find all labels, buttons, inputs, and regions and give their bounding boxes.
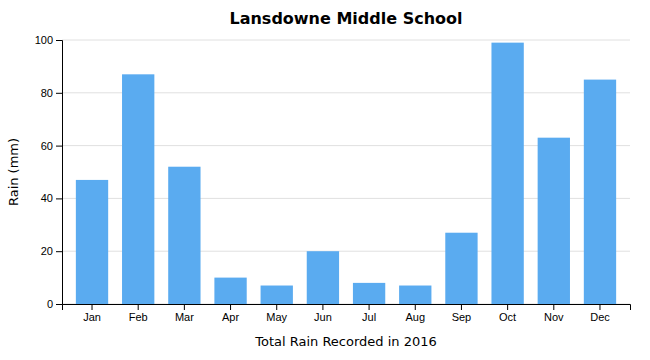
tick: Nov bbox=[544, 304, 564, 323]
tick-mark bbox=[322, 304, 323, 310]
tick-mark bbox=[56, 304, 62, 305]
tick-label: 80 bbox=[41, 87, 53, 99]
bar bbox=[122, 74, 154, 304]
bar bbox=[584, 80, 616, 304]
tick-mark bbox=[56, 146, 62, 147]
tick-mark bbox=[599, 304, 600, 310]
tick-mark bbox=[184, 304, 185, 310]
tick: 60 bbox=[41, 140, 62, 152]
tick-mark bbox=[461, 304, 462, 310]
bar bbox=[445, 233, 477, 304]
tick: 100 bbox=[35, 34, 62, 46]
tick: Jan bbox=[83, 304, 101, 323]
tick: Sep bbox=[452, 304, 472, 323]
axis-line bbox=[56, 41, 63, 305]
bar bbox=[399, 286, 431, 304]
tick: Apr bbox=[222, 304, 239, 323]
tick: 40 bbox=[41, 192, 62, 204]
tick: 80 bbox=[41, 87, 62, 99]
tick-label: Feb bbox=[129, 311, 148, 323]
bar bbox=[491, 43, 523, 304]
bar bbox=[168, 167, 200, 304]
tick: Oct bbox=[499, 304, 516, 323]
tick-mark bbox=[56, 40, 62, 41]
tick: May bbox=[266, 304, 287, 323]
tick-label: Nov bbox=[544, 311, 564, 323]
tick-label: 100 bbox=[35, 34, 53, 46]
tick-label: Sep bbox=[452, 311, 472, 323]
bar bbox=[307, 251, 339, 304]
tick-label: 0 bbox=[47, 298, 53, 310]
tick: Dec bbox=[590, 304, 610, 323]
tick-mark bbox=[56, 198, 62, 199]
tick-mark bbox=[56, 93, 62, 94]
tick: Feb bbox=[129, 304, 148, 323]
tick-label: Dec bbox=[590, 311, 610, 323]
tick-mark bbox=[56, 251, 62, 252]
tick: Jun bbox=[314, 304, 332, 323]
tick-label: Mar bbox=[175, 311, 194, 323]
y-axis: 0 20 40 60 80 100 bbox=[35, 34, 63, 310]
title: Lansdowne Middle School bbox=[229, 9, 462, 28]
tick-label: Jun bbox=[314, 311, 332, 323]
tick-mark bbox=[553, 304, 554, 310]
tick-label: 40 bbox=[41, 192, 53, 204]
tick-label: 60 bbox=[41, 140, 53, 152]
tick-mark bbox=[138, 304, 139, 310]
tick: Aug bbox=[405, 304, 425, 323]
tick-label: Jan bbox=[83, 311, 101, 323]
plot: Jan Feb Mar Apr May Jun Jul Aug Sep Oct Nov Dec 0 20 4… bbox=[35, 34, 631, 323]
bar bbox=[353, 283, 385, 304]
tick-label: Aug bbox=[405, 311, 425, 323]
x-axis: Jan Feb Mar Apr May Jun Jul Aug Sep Oct Nov Dec bbox=[63, 304, 631, 323]
bar bbox=[214, 278, 246, 304]
bars bbox=[76, 43, 616, 304]
tick-mark bbox=[92, 304, 93, 310]
tick-mark bbox=[415, 304, 416, 310]
tick-mark bbox=[369, 304, 370, 310]
tick-label: Jul bbox=[362, 311, 376, 323]
y-axis-title: Rain (mm) bbox=[6, 138, 21, 206]
grid-line bbox=[62, 40, 630, 41]
tick-label: Oct bbox=[499, 311, 516, 323]
tick: Mar bbox=[175, 304, 194, 323]
tick-label: 20 bbox=[41, 245, 53, 257]
tick-mark bbox=[230, 304, 231, 310]
tick: 20 bbox=[41, 245, 62, 257]
tick-label: May bbox=[266, 311, 287, 323]
bar bbox=[261, 286, 293, 304]
tick: 0 bbox=[47, 298, 62, 310]
tick-mark bbox=[276, 304, 277, 310]
tick: Jul bbox=[362, 304, 376, 323]
tick-label: Apr bbox=[222, 311, 239, 323]
bar bbox=[538, 138, 570, 304]
x-axis-title: Total Rain Recorded in 2016 bbox=[254, 334, 437, 349]
axis-line bbox=[63, 305, 631, 311]
bar bbox=[76, 180, 108, 304]
grid bbox=[62, 40, 630, 304]
tick-mark bbox=[507, 304, 508, 310]
chart: Jan Feb Mar Apr May Jun Jul Aug Sep Oct Nov Dec 0 20 4… bbox=[0, 0, 650, 360]
